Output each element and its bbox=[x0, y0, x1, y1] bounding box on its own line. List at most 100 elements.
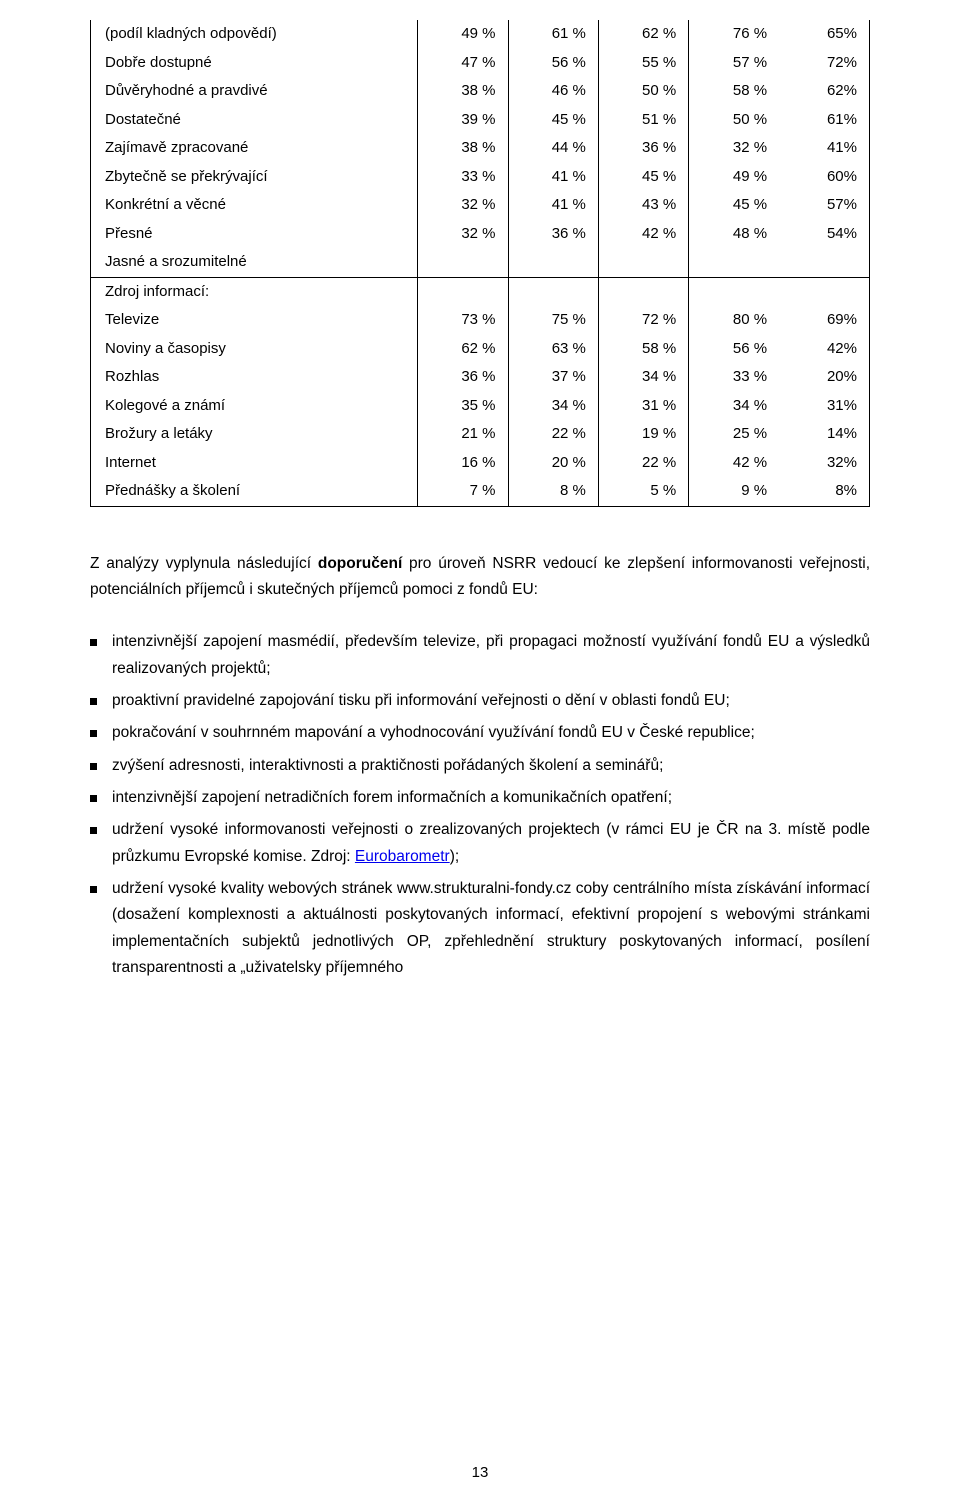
row-value: 58 % bbox=[689, 77, 779, 106]
row-value: 14% bbox=[779, 420, 869, 449]
row-value: 62% bbox=[779, 77, 869, 106]
row-value: 39 % bbox=[418, 106, 508, 135]
row-value: 33 % bbox=[689, 363, 779, 392]
row-value bbox=[598, 277, 688, 306]
row-value: 9 % bbox=[689, 477, 779, 506]
table-row: Rozhlas36 %37 %34 %33 %20% bbox=[91, 363, 870, 392]
row-value bbox=[418, 248, 508, 277]
row-value: 34 % bbox=[598, 363, 688, 392]
eurobarometr-link[interactable]: Eurobarometr bbox=[355, 848, 450, 865]
row-value: 32 % bbox=[689, 134, 779, 163]
row-value: 41 % bbox=[508, 191, 598, 220]
row-value: 38 % bbox=[418, 134, 508, 163]
row-label: Přesné bbox=[91, 220, 418, 249]
list-item: intenzivnější zapojení netradičních fore… bbox=[90, 785, 870, 811]
row-label: Důvěryhodné a pravdivé bbox=[91, 77, 418, 106]
row-label: Zajímavě zpracované bbox=[91, 134, 418, 163]
row-value bbox=[508, 277, 598, 306]
row-label: Přednášky a školení bbox=[91, 477, 418, 506]
table-row: Jasné a srozumitelné bbox=[91, 248, 870, 277]
table-row: Dobře dostupné47 %56 %55 %57 %72% bbox=[91, 49, 870, 78]
row-value: 65% bbox=[779, 20, 869, 49]
row-value: 8% bbox=[779, 477, 869, 506]
row-value: 19 % bbox=[598, 420, 688, 449]
row-value: 31% bbox=[779, 392, 869, 421]
table-row: Internet16 %20 %22 %42 %32% bbox=[91, 449, 870, 478]
row-value: 35 % bbox=[418, 392, 508, 421]
paragraph-pre: Z analýzy vyplynula následující bbox=[90, 555, 318, 572]
row-value: 45 % bbox=[689, 191, 779, 220]
row-value: 47 % bbox=[418, 49, 508, 78]
row-value bbox=[779, 277, 869, 306]
row-value: 50 % bbox=[689, 106, 779, 135]
row-value: 43 % bbox=[598, 191, 688, 220]
row-label: Zdroj informací: bbox=[91, 277, 418, 306]
list-item: proaktivní pravidelné zapojování tisku p… bbox=[90, 688, 870, 714]
row-value: 56 % bbox=[689, 335, 779, 364]
row-value: 32 % bbox=[418, 220, 508, 249]
table-row: Přesné32 %36 %42 %48 %54% bbox=[91, 220, 870, 249]
paragraph-bold: doporučení bbox=[318, 555, 402, 572]
row-value: 61 % bbox=[508, 20, 598, 49]
row-value: 16 % bbox=[418, 449, 508, 478]
table-row: Noviny a časopisy62 %63 %58 %56 %42% bbox=[91, 335, 870, 364]
row-value: 34 % bbox=[508, 392, 598, 421]
data-table: (podíl kladných odpovědí)49 %61 %62 %76 … bbox=[90, 20, 870, 507]
row-value: 54% bbox=[779, 220, 869, 249]
table-row: Konkrétní a věcné32 %41 %43 %45 %57% bbox=[91, 191, 870, 220]
list-item: zvýšení adresnosti, interaktivnosti a pr… bbox=[90, 753, 870, 779]
row-value: 22 % bbox=[598, 449, 688, 478]
list-item: udržení vysoké informovanosti veřejnosti… bbox=[90, 817, 870, 870]
row-label: Televize bbox=[91, 306, 418, 335]
row-value: 51 % bbox=[598, 106, 688, 135]
row-value: 7 % bbox=[418, 477, 508, 506]
row-label: Zbytečně se překrývající bbox=[91, 163, 418, 192]
row-value: 49 % bbox=[418, 20, 508, 49]
row-value: 50 % bbox=[598, 77, 688, 106]
row-value: 62 % bbox=[418, 335, 508, 364]
row-value: 42% bbox=[779, 335, 869, 364]
row-value bbox=[689, 277, 779, 306]
table-row: Zbytečně se překrývající33 %41 %45 %49 %… bbox=[91, 163, 870, 192]
table-row: Přednášky a školení7 %8 %5 %9 %8% bbox=[91, 477, 870, 506]
row-value: 60% bbox=[779, 163, 869, 192]
row-value: 41% bbox=[779, 134, 869, 163]
row-value: 61% bbox=[779, 106, 869, 135]
row-value: 45 % bbox=[508, 106, 598, 135]
table-row: Zdroj informací: bbox=[91, 277, 870, 306]
row-value: 20% bbox=[779, 363, 869, 392]
row-value: 76 % bbox=[689, 20, 779, 49]
row-label: Noviny a časopisy bbox=[91, 335, 418, 364]
row-value: 21 % bbox=[418, 420, 508, 449]
row-value: 57 % bbox=[689, 49, 779, 78]
row-value: 31 % bbox=[598, 392, 688, 421]
row-value: 32% bbox=[779, 449, 869, 478]
row-value: 46 % bbox=[508, 77, 598, 106]
row-value: 58 % bbox=[598, 335, 688, 364]
row-value: 69% bbox=[779, 306, 869, 335]
table-row: (podíl kladných odpovědí)49 %61 %62 %76 … bbox=[91, 20, 870, 49]
row-value bbox=[508, 248, 598, 277]
list-item: pokračování v souhrnném mapování a vyhod… bbox=[90, 720, 870, 746]
row-value: 34 % bbox=[689, 392, 779, 421]
page-number: 13 bbox=[0, 1464, 960, 1481]
row-value: 48 % bbox=[689, 220, 779, 249]
row-value: 75 % bbox=[508, 306, 598, 335]
row-value: 72% bbox=[779, 49, 869, 78]
row-value: 62 % bbox=[598, 20, 688, 49]
row-value: 57% bbox=[779, 191, 869, 220]
row-value: 55 % bbox=[598, 49, 688, 78]
row-value: 38 % bbox=[418, 77, 508, 106]
row-value bbox=[689, 248, 779, 277]
row-label: Dostatečné bbox=[91, 106, 418, 135]
row-value: 56 % bbox=[508, 49, 598, 78]
row-label: Dobře dostupné bbox=[91, 49, 418, 78]
table-row: Kolegové a známí35 %34 %31 %34 %31% bbox=[91, 392, 870, 421]
list-item: intenzivnější zapojení masmédií, předevš… bbox=[90, 629, 870, 682]
list-item-text: udržení vysoké informovanosti veřejnosti… bbox=[112, 821, 870, 864]
table-row: Dostatečné39 %45 %51 %50 %61% bbox=[91, 106, 870, 135]
page: (podíl kladných odpovědí)49 %61 %62 %76 … bbox=[0, 0, 960, 1499]
row-value: 80 % bbox=[689, 306, 779, 335]
row-value: 20 % bbox=[508, 449, 598, 478]
row-value: 42 % bbox=[598, 220, 688, 249]
